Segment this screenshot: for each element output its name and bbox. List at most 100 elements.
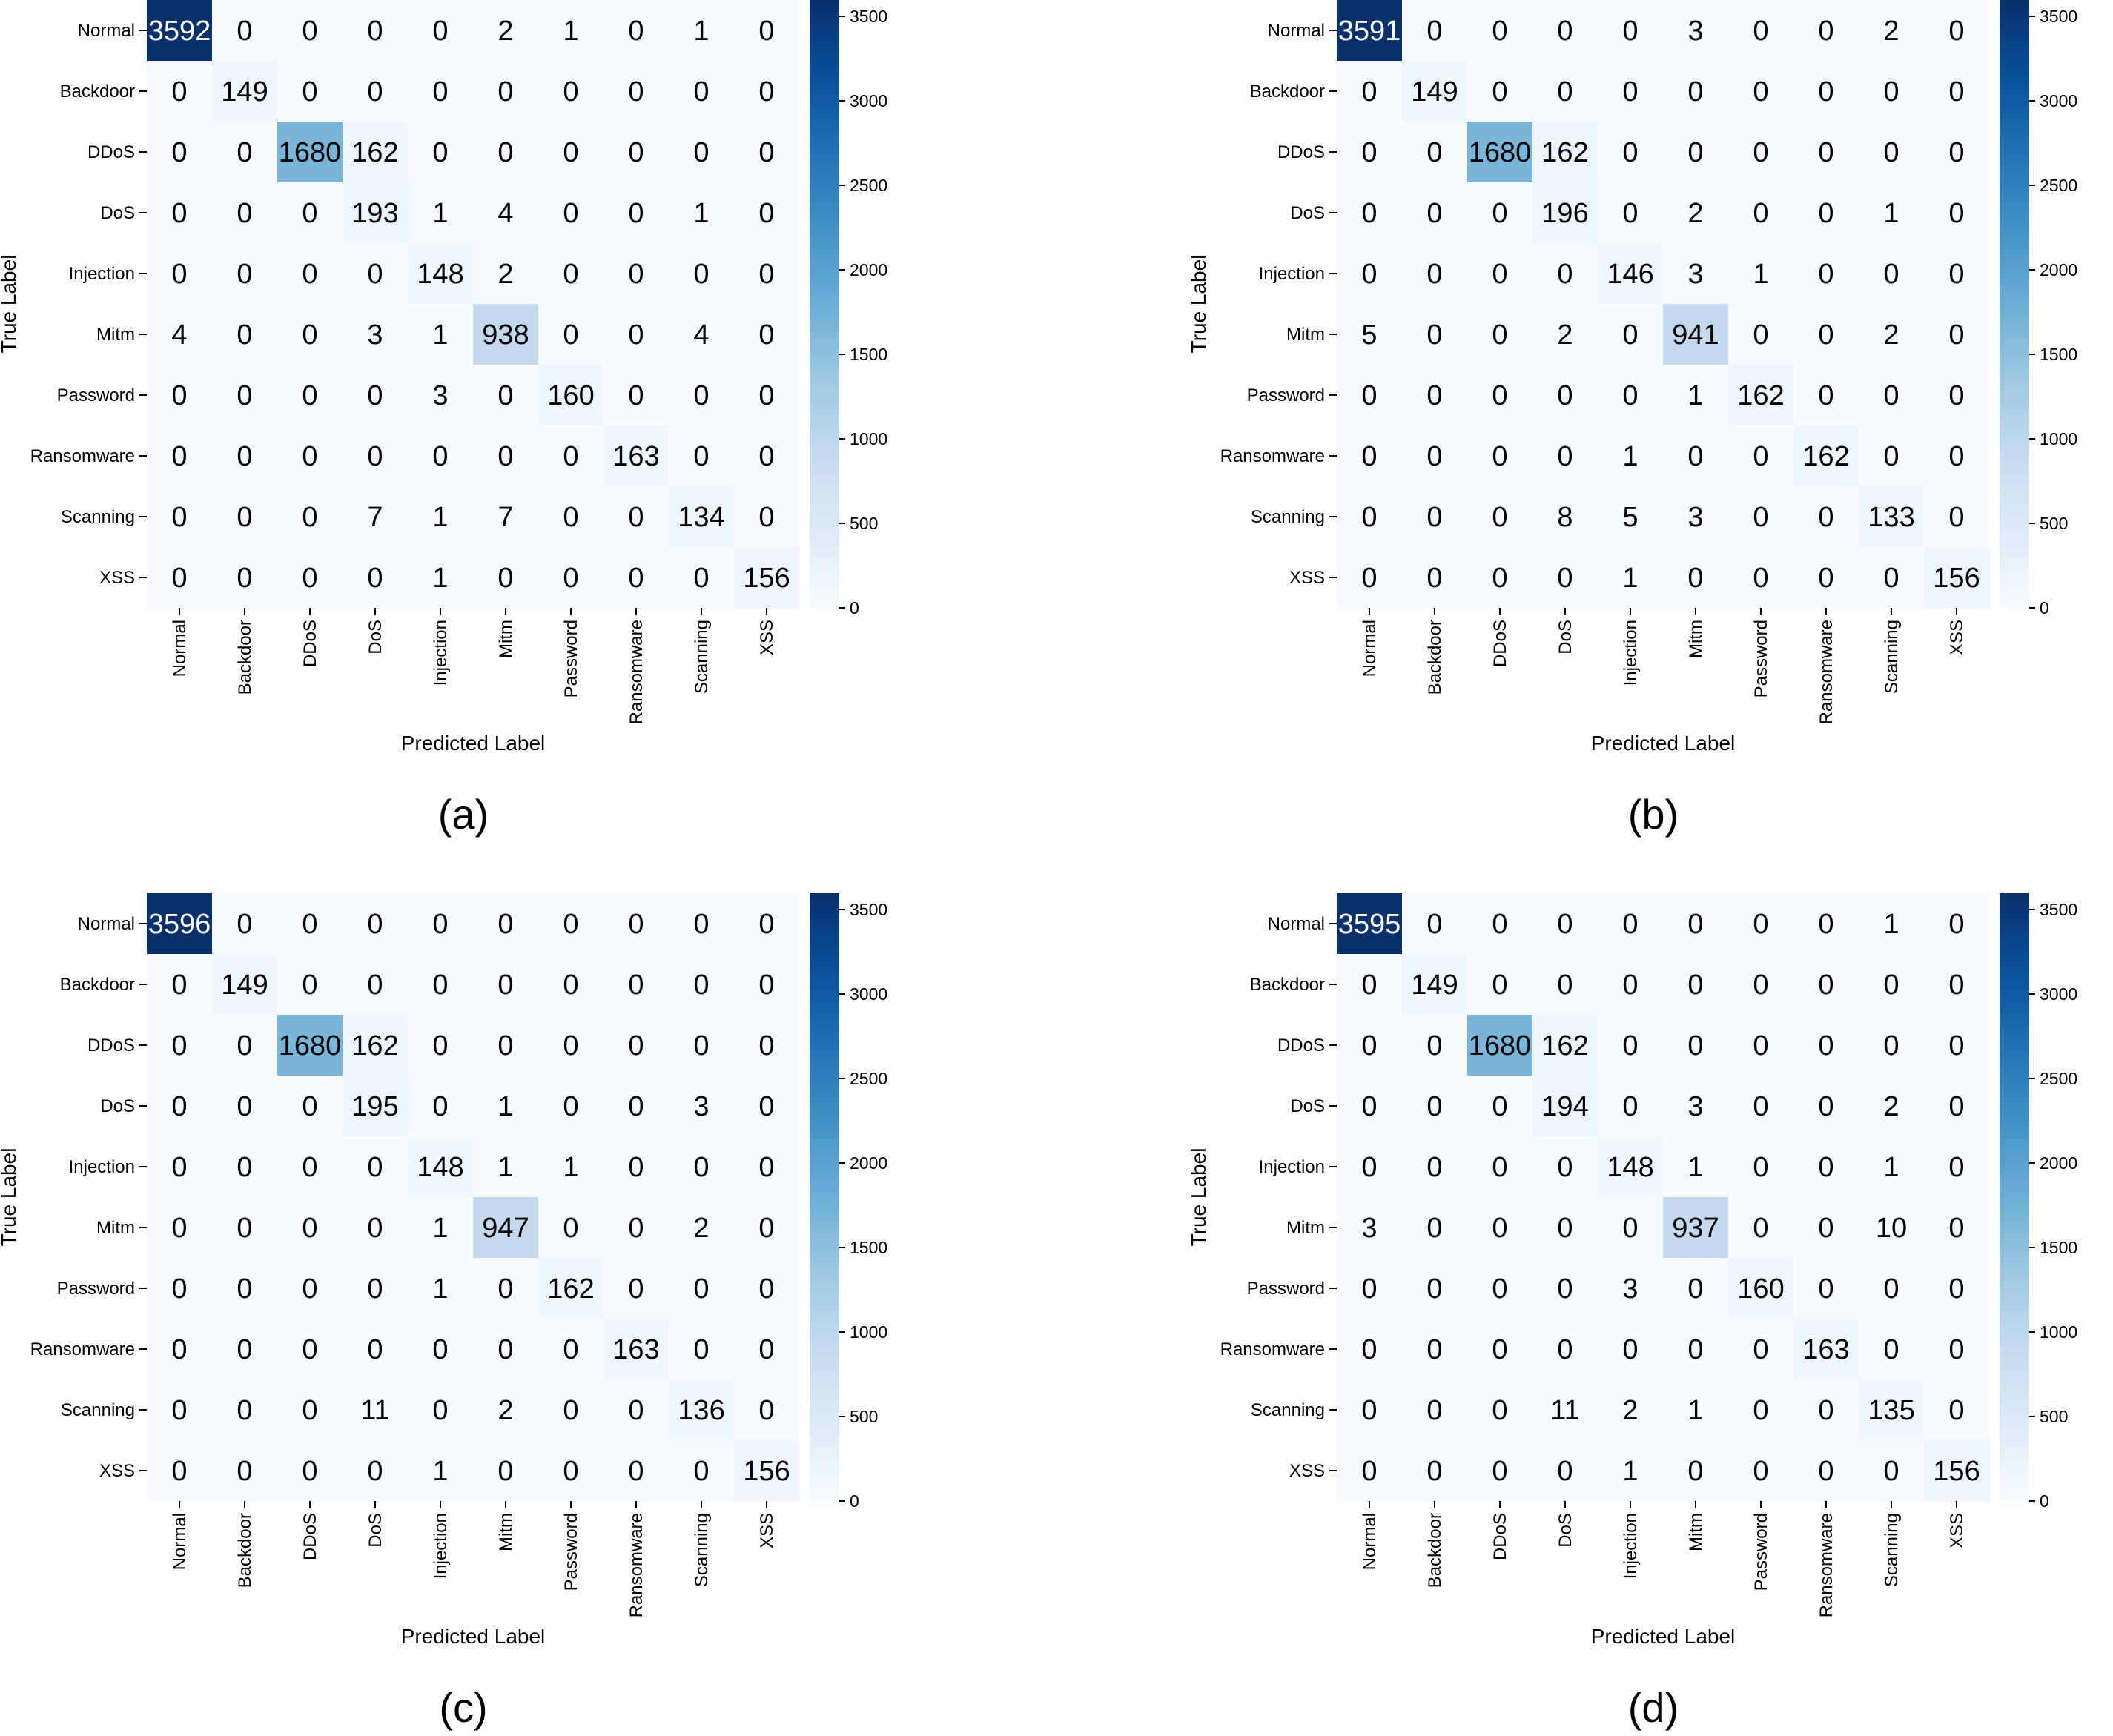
heatmap-cell bbox=[1402, 1136, 1468, 1198]
cell-value-label: 0 bbox=[1426, 380, 1442, 411]
cell-value-label: 0 bbox=[1492, 441, 1507, 472]
cell-value-label: 0 bbox=[1883, 1273, 1899, 1305]
heatmap-cell bbox=[1663, 243, 1729, 305]
cell-value-label: 162 bbox=[547, 1273, 594, 1305]
x-tick-label: Injection bbox=[1621, 1513, 1641, 1579]
heatmap-cell bbox=[669, 1258, 735, 1319]
heatmap-cell bbox=[1924, 304, 1990, 365]
cell-value-label: 0 bbox=[1557, 1334, 1573, 1365]
cell-value-label: 0 bbox=[1492, 1213, 1507, 1244]
heatmap-cell bbox=[408, 304, 474, 365]
heatmap-cell bbox=[1859, 1015, 1925, 1076]
heatmap-cell bbox=[1532, 1197, 1598, 1259]
y-tick-label: DDoS bbox=[1277, 1036, 1325, 1056]
heatmap-cell bbox=[1663, 425, 1729, 487]
heatmap-cell bbox=[604, 547, 669, 609]
heatmap-cell bbox=[1859, 1258, 1925, 1319]
cell-value-label: 2 bbox=[497, 1395, 513, 1426]
cell-value-label: 0 bbox=[1818, 380, 1833, 411]
heatmap-cell bbox=[604, 1258, 669, 1319]
heatmap-cell bbox=[1728, 1440, 1794, 1502]
heatmap-cell bbox=[408, 1015, 474, 1076]
cell-value-label: 2 bbox=[497, 259, 513, 290]
y-tick-label: Ransomware bbox=[30, 446, 135, 466]
colorbar-tick-label: 1500 bbox=[2040, 1238, 2077, 1257]
heatmap-cell bbox=[1598, 547, 1664, 609]
cell-value-label: 0 bbox=[1883, 970, 1899, 1001]
cell-value-label: 0 bbox=[628, 1273, 644, 1305]
cell-value-label: 0 bbox=[1557, 380, 1573, 411]
cell-value-label: 194 bbox=[1541, 1091, 1588, 1122]
heatmap-cell bbox=[343, 0, 409, 62]
cell-value-label: 0 bbox=[1818, 502, 1833, 533]
heatmap-cell bbox=[473, 954, 539, 1016]
heatmap-cell bbox=[669, 425, 735, 487]
heatmap-cell bbox=[538, 61, 604, 122]
cell-value-label: 7 bbox=[367, 502, 383, 533]
heatmap-cell bbox=[1859, 486, 1925, 548]
heatmap-cell bbox=[538, 304, 604, 365]
heatmap-cell bbox=[1467, 1258, 1533, 1319]
heatmap-cell bbox=[1402, 61, 1468, 122]
cell-value-label: 0 bbox=[367, 1152, 383, 1183]
heatmap-cell bbox=[604, 1197, 669, 1259]
cell-value-label: 0 bbox=[628, 76, 644, 107]
heatmap-cell bbox=[1793, 122, 1859, 183]
cell-value-label: 0 bbox=[1622, 909, 1638, 940]
heatmap-cell bbox=[604, 1440, 669, 1502]
cell-value-label: 0 bbox=[302, 441, 317, 472]
heatmap-cell bbox=[212, 1136, 278, 1198]
x-tick-label: Backdoor bbox=[235, 1513, 255, 1588]
heatmap-cell bbox=[1337, 1258, 1403, 1319]
heatmap-cell bbox=[1337, 954, 1403, 1016]
cell-value-label: 0 bbox=[237, 502, 252, 533]
cell-value-label: 0 bbox=[1818, 1456, 1833, 1487]
heatmap-cell bbox=[1467, 365, 1533, 426]
cell-value-label: 0 bbox=[1426, 1091, 1442, 1122]
heatmap-cell bbox=[147, 954, 213, 1016]
cell-value-label: 0 bbox=[1948, 319, 1964, 351]
cell-value-label: 0 bbox=[1622, 319, 1638, 351]
heatmap-cell bbox=[538, 954, 604, 1016]
cell-value-label: 0 bbox=[497, 380, 513, 411]
y-tick-label: Injection bbox=[1259, 264, 1325, 284]
heatmap-cell bbox=[473, 547, 539, 609]
cell-value-label: 0 bbox=[758, 16, 774, 47]
heatmap-cell bbox=[1663, 1076, 1729, 1137]
heatmap-cell bbox=[277, 425, 343, 487]
heatmap-cell bbox=[604, 486, 669, 548]
cell-value-label: 0 bbox=[563, 1213, 578, 1244]
heatmap-cell bbox=[147, 243, 213, 305]
cell-value-label: 0 bbox=[302, 319, 317, 351]
cell-value-label: 0 bbox=[497, 1273, 513, 1305]
colorbar-tick-label: 3000 bbox=[2040, 984, 2077, 1004]
cell-value-label: 1680 bbox=[279, 137, 342, 168]
x-tick-label: XSS bbox=[757, 1513, 777, 1548]
cell-value-label: 0 bbox=[758, 380, 774, 411]
colorbar-tick-label: 1000 bbox=[2040, 1322, 2077, 1342]
cell-value-label: 0 bbox=[302, 76, 317, 107]
heatmap-cell bbox=[277, 1136, 343, 1198]
cell-value-label: 0 bbox=[758, 909, 774, 940]
cell-value-label: 4 bbox=[171, 319, 187, 351]
heatmap-cell bbox=[1859, 1076, 1925, 1137]
heatmap-cell bbox=[1859, 1379, 1925, 1441]
cell-value-label: 0 bbox=[1361, 1030, 1377, 1061]
cell-value-label: 0 bbox=[1426, 1030, 1442, 1061]
heatmap-cell bbox=[538, 1258, 604, 1319]
heatmap-cell bbox=[147, 1197, 213, 1259]
heatmap-cell bbox=[1728, 182, 1794, 244]
cell-value-label: 0 bbox=[1753, 137, 1768, 168]
cell-value-label: 0 bbox=[1622, 76, 1638, 107]
heatmap-cell bbox=[669, 1015, 735, 1076]
cell-value-label: 0 bbox=[1948, 16, 1964, 47]
cell-value-label: 0 bbox=[432, 1334, 448, 1365]
cell-value-label: 149 bbox=[221, 76, 268, 107]
heatmap-cell bbox=[1598, 1136, 1664, 1198]
cell-value-label: 1 bbox=[1622, 1456, 1638, 1487]
cell-value-label: 0 bbox=[302, 1213, 317, 1244]
colorbar-tick-label: 3500 bbox=[2040, 900, 2077, 919]
heatmap-cell bbox=[1402, 954, 1468, 1016]
cell-value-label: 0 bbox=[497, 441, 513, 472]
